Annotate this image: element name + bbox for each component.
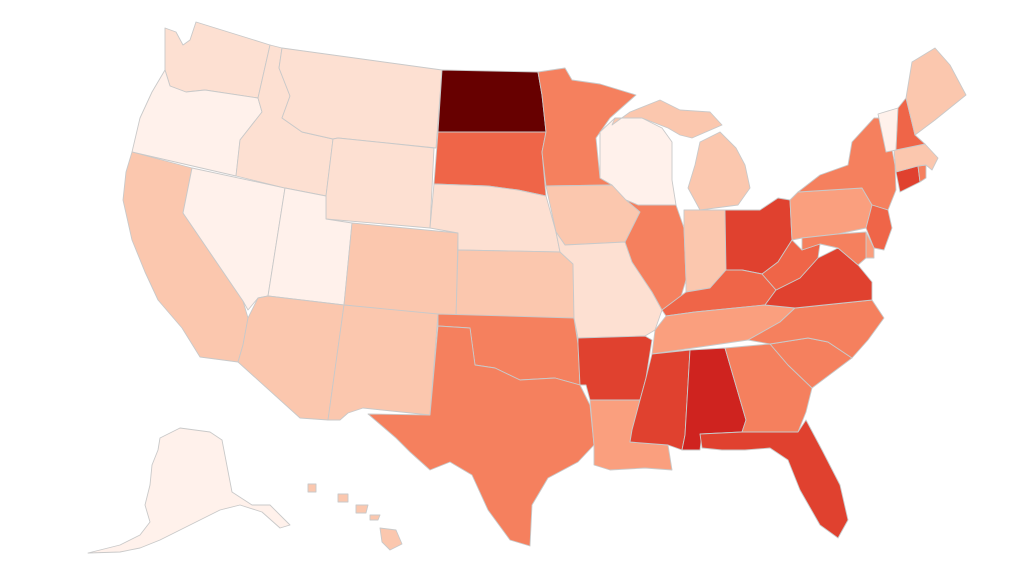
- state-fl[interactable]: [699, 419, 849, 539]
- state-hi[interactable]: [307, 483, 403, 551]
- state-co[interactable]: [343, 222, 459, 320]
- state-nh[interactable]: [895, 97, 926, 151]
- state-ak[interactable]: [87, 427, 291, 554]
- state-mi[interactable]: [611, 99, 751, 211]
- state-nj[interactable]: [865, 204, 893, 251]
- state-nm[interactable]: [327, 304, 439, 421]
- state-wy[interactable]: [325, 137, 435, 229]
- state-tx[interactable]: [367, 325, 595, 547]
- state-nc[interactable]: [747, 299, 885, 359]
- state-nd[interactable]: [437, 69, 547, 133]
- state-wa[interactable]: [164, 21, 271, 99]
- state-ks[interactable]: [455, 249, 575, 320]
- state-mt[interactable]: [278, 47, 443, 149]
- state-ma[interactable]: [893, 143, 939, 173]
- state-ar[interactable]: [577, 335, 653, 401]
- state-az[interactable]: [237, 295, 345, 421]
- state-me[interactable]: [905, 47, 967, 136]
- state-mn[interactable]: [537, 67, 637, 187]
- state-md[interactable]: [801, 231, 867, 266]
